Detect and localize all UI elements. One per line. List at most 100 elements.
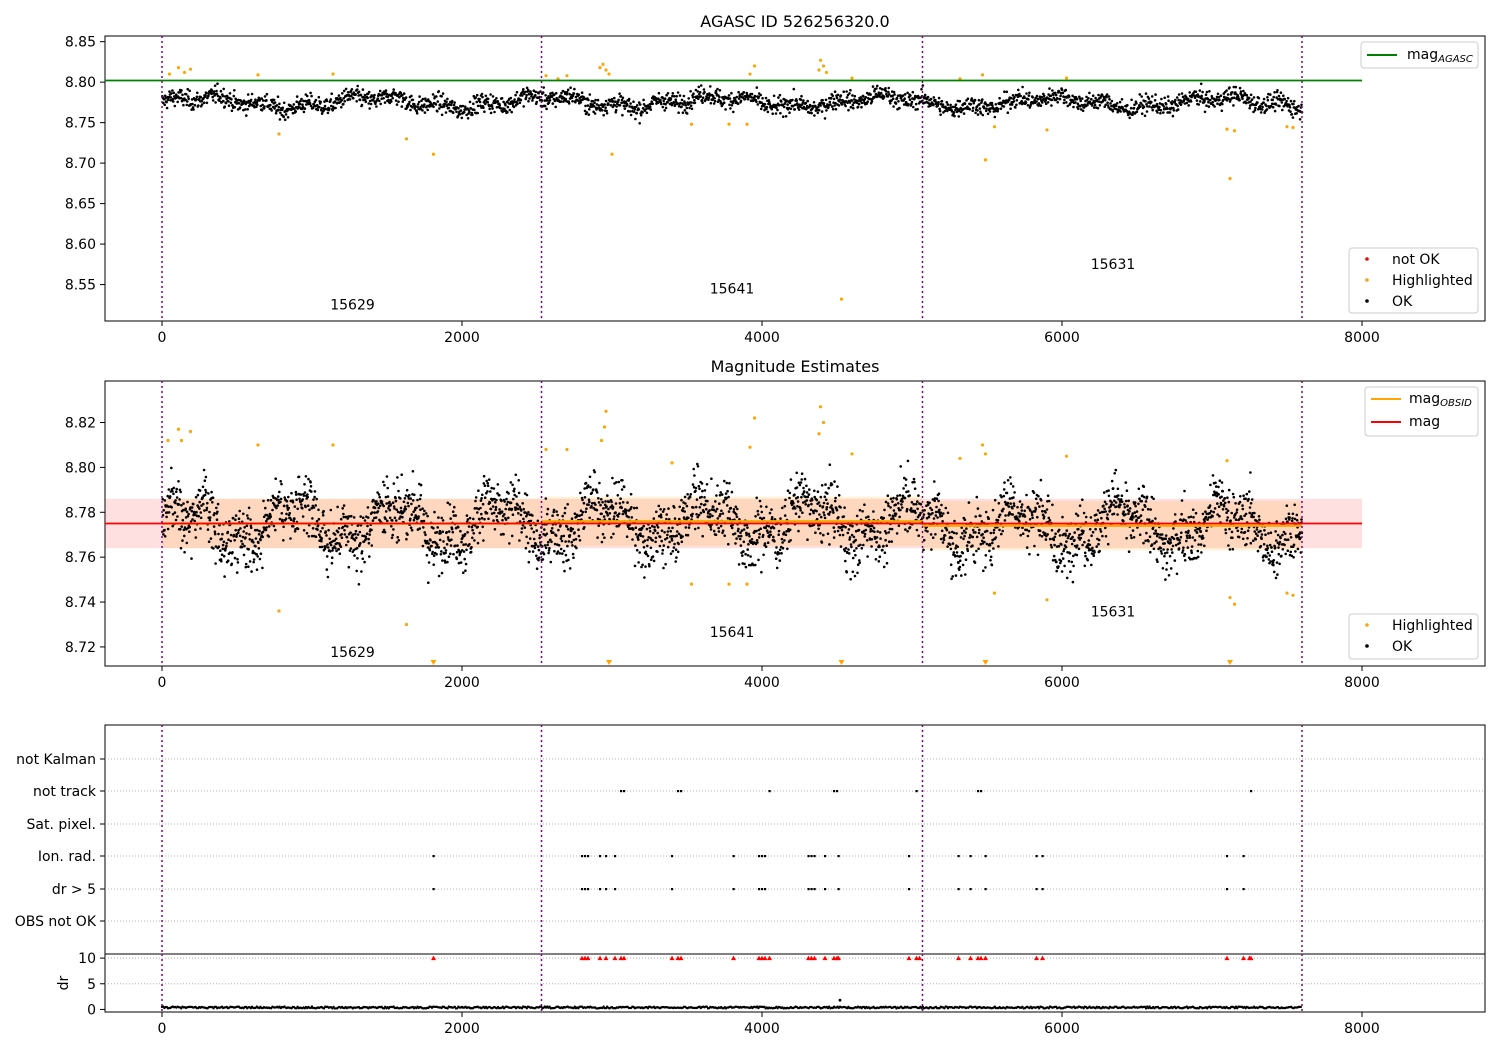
ok-point — [1288, 103, 1291, 107]
ok-point — [261, 535, 265, 539]
ok-point — [869, 93, 872, 96]
ok-point — [269, 498, 273, 502]
ok-point — [756, 513, 760, 516]
highlighted-point — [601, 62, 605, 66]
ok-point — [521, 524, 525, 527]
ok-point — [781, 506, 784, 510]
ok-point — [663, 97, 667, 100]
ok-point — [400, 105, 404, 108]
ok-point — [1172, 109, 1176, 112]
ok-point — [882, 516, 886, 520]
ok-point — [306, 495, 310, 499]
ok-point — [498, 493, 501, 497]
ok-point — [1043, 532, 1047, 535]
ok-point — [197, 104, 200, 107]
ok-point — [670, 539, 674, 542]
ok-point — [884, 87, 887, 90]
ok-point — [673, 542, 676, 546]
ok-point — [952, 111, 956, 114]
ok-point — [749, 555, 752, 558]
ok-point — [900, 497, 904, 501]
ok-point — [1098, 104, 1102, 107]
ok-point — [1238, 86, 1242, 90]
ok-point — [697, 93, 701, 96]
ok-point — [301, 103, 304, 106]
ok-point — [399, 497, 402, 500]
ok-point — [495, 498, 498, 502]
ok-point — [936, 516, 939, 519]
ok-point — [183, 550, 186, 554]
ok-point — [1226, 93, 1230, 96]
ok-point — [267, 525, 271, 528]
ok-point — [707, 96, 711, 99]
ok-point — [345, 93, 349, 97]
ok-point — [848, 101, 852, 104]
ok-point — [682, 94, 686, 98]
agasc-y-tick-label: 8.80 — [65, 75, 96, 91]
ok-point — [651, 524, 654, 528]
ok-point — [760, 570, 763, 574]
ok-point — [766, 541, 770, 544]
ok-point — [320, 112, 324, 115]
ok-point — [620, 488, 624, 491]
ok-point — [1128, 116, 1131, 120]
ok-point — [594, 503, 597, 506]
ok-point — [325, 534, 328, 537]
ok-point — [167, 488, 171, 491]
ok-point — [593, 470, 596, 474]
ok-point — [675, 530, 679, 533]
ok-point — [1057, 544, 1061, 548]
ok-point — [994, 536, 998, 539]
ok-point — [1010, 103, 1014, 106]
ok-point — [298, 497, 301, 501]
ok-point — [583, 496, 587, 499]
ok-point — [342, 515, 346, 519]
ok-point — [388, 508, 392, 512]
ok-point — [437, 546, 441, 549]
ok-point — [871, 524, 874, 528]
ok-point — [772, 526, 776, 530]
ok-point — [662, 508, 666, 511]
ok-point — [237, 531, 240, 535]
ok-point — [341, 525, 345, 529]
ok-point — [669, 97, 673, 100]
ok-point — [535, 100, 538, 104]
agasc-highlighted-points — [167, 58, 1295, 301]
ok-point — [456, 525, 460, 529]
ok-point — [849, 524, 852, 527]
ok-point — [781, 103, 785, 107]
ok-point — [586, 484, 590, 487]
ok-point — [812, 101, 816, 104]
ok-point — [170, 487, 174, 491]
ok-point — [367, 541, 371, 545]
ok-point — [171, 89, 174, 92]
ok-point — [255, 528, 259, 532]
ok-point — [637, 561, 640, 564]
ok-point — [1126, 103, 1129, 107]
ok-point — [364, 537, 368, 540]
ok-point — [583, 526, 586, 529]
ok-point — [729, 107, 732, 110]
ok-point — [676, 91, 680, 94]
ok-point — [368, 555, 371, 558]
ok-point — [337, 527, 341, 530]
ok-point — [891, 500, 894, 503]
ok-point — [593, 101, 596, 105]
highlighted-point — [565, 74, 569, 78]
ok-point — [1247, 96, 1251, 100]
ok-point — [402, 500, 406, 504]
ok-point — [823, 513, 826, 517]
ok-point — [1021, 85, 1024, 89]
ok-point — [312, 102, 316, 106]
ok-point — [849, 543, 853, 546]
ok-point — [327, 546, 330, 549]
ok-point — [764, 526, 767, 530]
ok-point — [623, 107, 627, 110]
ok-point — [917, 494, 920, 497]
dr-panel: dr — [56, 953, 1486, 1013]
ok-point — [971, 544, 974, 547]
ok-point — [805, 484, 808, 488]
ok-point — [632, 100, 635, 103]
ok-point — [435, 531, 439, 534]
